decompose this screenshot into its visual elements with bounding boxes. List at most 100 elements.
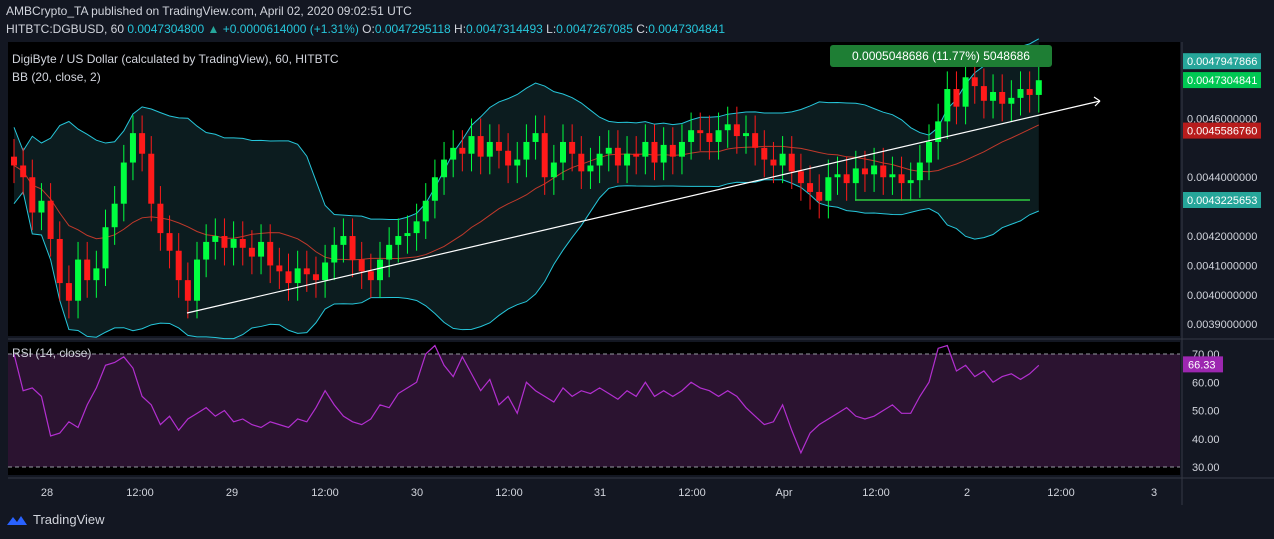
low-value: 0.0047267085 <box>556 22 633 36</box>
candle-body <box>898 174 905 184</box>
x-tick-label: 31 <box>594 487 606 499</box>
high-value: 0.0047314493 <box>466 22 543 36</box>
candle-body <box>239 238 246 248</box>
candle-body <box>38 200 45 213</box>
candle-body <box>871 165 878 175</box>
candle-body <box>349 236 356 260</box>
candle-body <box>56 238 63 284</box>
open-value: 0.0047295118 <box>374 22 451 36</box>
candle-body <box>743 133 749 137</box>
candle-body <box>642 141 649 157</box>
candle-body <box>514 159 521 166</box>
candle-body <box>340 236 347 245</box>
candle-body <box>953 89 960 107</box>
brand-text: TradingView <box>33 512 105 527</box>
candle-body <box>697 130 704 134</box>
rsi-line <box>13 344 1040 455</box>
candle-body <box>971 77 978 87</box>
price-label: 0.0047947866 <box>1187 56 1257 68</box>
x-tick-label: 12:00 <box>495 487 523 499</box>
x-tick-label: Apr <box>775 487 792 499</box>
y-tick-label: 0.0046000000 <box>1187 113 1257 125</box>
candle-body <box>331 244 338 263</box>
candle-body <box>880 165 887 178</box>
candle-body <box>367 271 374 281</box>
change-up-icon: ▲ <box>207 22 220 36</box>
candle-body <box>248 247 255 257</box>
bb-lower-band <box>13 179 1039 340</box>
x-tick-label: 3 <box>1151 487 1157 499</box>
candle-body <box>258 241 265 257</box>
x-tick-label: 30 <box>411 487 423 499</box>
candle-body <box>907 180 914 184</box>
price-label: 0.0047304841 <box>1187 75 1257 87</box>
open-label: O: <box>362 22 375 36</box>
candle-body <box>532 133 539 142</box>
candle-body <box>1035 80 1042 95</box>
candle-body <box>120 162 127 204</box>
candle-body <box>605 147 612 154</box>
candle-body <box>404 233 411 237</box>
price-label-box <box>1183 72 1261 89</box>
candle-body <box>267 241 274 266</box>
candle-body <box>688 130 695 142</box>
candle-body <box>633 153 640 157</box>
candle-body <box>29 177 36 213</box>
candle-body <box>102 227 109 269</box>
candle-body <box>724 124 731 131</box>
candle-body <box>578 153 585 172</box>
y-tick-label: 0.0042000000 <box>1187 231 1257 243</box>
candle-body <box>358 259 365 272</box>
candle-body <box>111 203 118 228</box>
tradingview-logo[interactable]: TradingView <box>6 512 105 527</box>
y-tick-label: 0.0041000000 <box>1187 260 1257 272</box>
candle-body <box>624 153 631 166</box>
candle-body <box>715 130 722 142</box>
candle-body <box>825 177 832 201</box>
candle-body <box>221 236 228 248</box>
candle-body <box>926 141 932 163</box>
price-label: 0.0045586760 <box>1187 126 1257 138</box>
candle-body <box>395 236 402 245</box>
rsi-current-box <box>1183 356 1223 373</box>
trendline-arrow-icon <box>1093 96 1101 107</box>
close-value: 0.0047304841 <box>648 22 725 36</box>
symbol: HITBTC:DGBUSD, 60 <box>6 22 125 36</box>
candle-body <box>916 162 923 181</box>
candle-body <box>560 141 566 163</box>
price-label: 0.0043225653 <box>1187 195 1257 207</box>
candle-body <box>999 91 1006 104</box>
x-tick-label: 2 <box>964 487 970 499</box>
candle-body <box>861 168 868 175</box>
x-tick-label: 28 <box>41 487 53 499</box>
candle-body <box>852 168 859 184</box>
candle-body <box>770 159 777 166</box>
candle-body <box>477 136 484 157</box>
candle-body <box>569 141 576 154</box>
candle-body <box>1017 89 1024 98</box>
candle-body <box>468 136 475 154</box>
x-tick-label: 29 <box>226 487 238 499</box>
bb-legend: BB (20, close, 2) <box>12 70 101 84</box>
rsi-tick-label: 50.00 <box>1192 406 1220 418</box>
candle-body <box>459 147 466 154</box>
candle-body <box>11 156 17 166</box>
x-tick-label: 12:00 <box>862 487 890 499</box>
candle-body <box>596 153 603 166</box>
candle-body <box>733 124 740 137</box>
candle-body <box>614 147 621 166</box>
candle-body <box>523 141 530 160</box>
candle-body <box>816 191 823 201</box>
x-tick-label: 12:00 <box>311 487 339 499</box>
candle-body <box>157 203 164 234</box>
pair-legend: DigiByte / US Dollar (calculated by Trad… <box>12 52 339 66</box>
price-label-box <box>1183 122 1261 139</box>
candle-body <box>431 177 438 201</box>
candle-body <box>294 268 301 284</box>
candle-body <box>935 121 942 142</box>
candle-body <box>944 89 951 122</box>
candle-body <box>990 91 997 101</box>
y-tick-label: 0.0044000000 <box>1187 172 1257 184</box>
rsi-tick-label: 30.00 <box>1192 462 1220 474</box>
